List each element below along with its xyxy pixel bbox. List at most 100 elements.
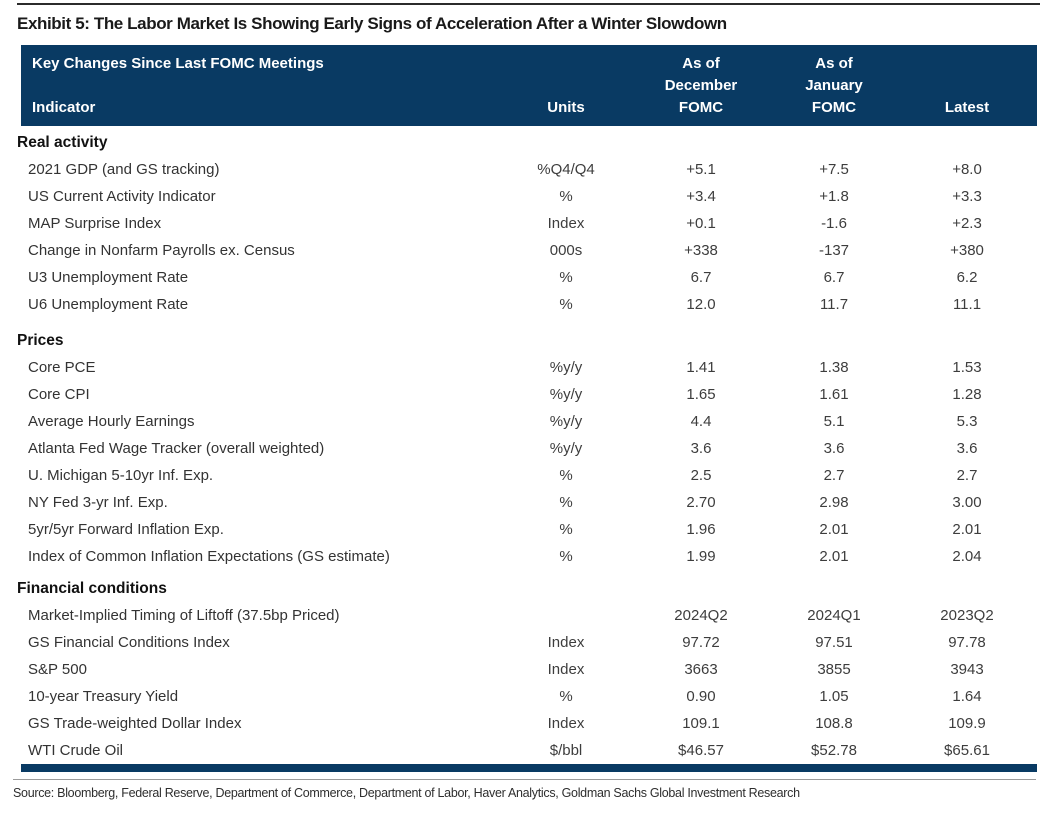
- cell-latest: 97.78: [948, 634, 986, 651]
- cell-units: %: [559, 521, 573, 538]
- table-header: Key Changes Since Last FOMC Meetings Ind…: [21, 45, 1037, 126]
- cell-indicator: MAP Surprise Index: [28, 215, 162, 232]
- top-rule: [17, 3, 1040, 5]
- cell-january: 97.51: [815, 634, 853, 651]
- cell-indicator: 2021 GDP (and GS tracking): [28, 161, 220, 178]
- cell-units: %: [559, 188, 573, 205]
- table-row: Average Hourly Earnings %y/y 4.4 5.1 5.3: [21, 408, 1037, 435]
- cell-january: $52.78: [811, 742, 857, 759]
- cell-january: 2.01: [819, 521, 849, 538]
- cell-latest: +8.0: [952, 161, 982, 178]
- section-header: Financial conditions: [17, 580, 167, 597]
- cell-december: 3663: [684, 661, 718, 678]
- exhibit-page: Exhibit 5: The Labor Market Is Showing E…: [0, 3, 1051, 814]
- cell-december: 12.0: [686, 296, 716, 313]
- cell-december: 97.72: [682, 634, 720, 651]
- section-header: Prices: [17, 332, 64, 349]
- cell-units: %Q4/Q4: [537, 161, 595, 178]
- fomc-key-changes-table: Key Changes Since Last FOMC Meetings Ind…: [17, 45, 1037, 772]
- cell-january: 6.7: [823, 269, 845, 286]
- table-row: 5yr/5yr Forward Inflation Exp.% 1.96 2.01 2…: [21, 516, 1037, 543]
- cell-units: Index: [547, 634, 585, 651]
- cell-january: 5.1: [823, 413, 845, 430]
- cell-december: 2.5: [690, 467, 712, 484]
- table-row: WTI Crude Oil $/bbl $46.57 $52.78 $65.61: [21, 737, 1037, 764]
- cell-december: 2.70: [686, 494, 716, 511]
- col-header-latest: Latest: [944, 99, 990, 116]
- cell-latest: 2.01: [952, 521, 982, 538]
- cell-january: +7.5: [819, 161, 849, 178]
- cell-december: 2024Q2: [674, 607, 728, 624]
- col-header-indicator: Indicator: [32, 99, 96, 116]
- cell-latest: 3.00: [952, 494, 982, 511]
- cell-units: %: [559, 467, 573, 484]
- cell-units: %: [559, 494, 573, 511]
- col-header-december-fomc: As of December FOMC: [664, 55, 738, 116]
- cell-december: 109.1: [682, 715, 720, 732]
- cell-latest: 109.9: [948, 715, 986, 732]
- cell-january: 11.7: [819, 296, 849, 313]
- header-cell-january: As of January FOMC: [771, 53, 897, 119]
- cell-units: %: [559, 688, 573, 705]
- cell-indicator: GS Trade-weighted Dollar Index: [28, 715, 242, 732]
- cell-december: 4.4: [690, 413, 712, 430]
- table-caption: Key Changes Since Last FOMC Meetings: [32, 55, 324, 72]
- cell-indicator: S&P 500: [28, 661, 87, 678]
- cell-latest: +3.3: [952, 188, 982, 205]
- cell-latest: 2.04: [952, 548, 982, 565]
- cell-december: 1.99: [686, 548, 716, 565]
- source-line: Source: Bloomberg, Federal Reserve, Depa…: [13, 786, 800, 800]
- table-body: Real activity 2021 GDP (and GS tracking)%…: [17, 126, 1037, 764]
- table-row: MAP Surprise Index Index +0.1 -1.6 +2.3: [21, 210, 1037, 237]
- cell-units: 000s: [549, 242, 583, 259]
- cell-indicator: Market-Implied Timing of Liftoff (37.5bp…: [28, 607, 340, 624]
- cell-units: %y/y: [549, 359, 583, 376]
- table-row: 10-year Treasury Yield% 0.90 1.05 1.64: [21, 683, 1037, 710]
- cell-units: $/bbl: [549, 742, 583, 759]
- table-row: U3 Unemployment Rate% 6.7 6.7 6.2: [21, 264, 1037, 291]
- cell-latest: 1.28: [952, 386, 982, 403]
- cell-indicator: 5yr/5yr Forward Inflation Exp.: [28, 521, 224, 538]
- cell-latest: +2.3: [952, 215, 982, 232]
- col-header-january-fomc: As of January FOMC: [805, 55, 863, 116]
- table-row: U. Michigan 5-10yr Inf. Exp.% 2.5 2.7 2.7: [21, 462, 1037, 489]
- cell-latest: $65.61: [944, 742, 990, 759]
- table-row: U6 Unemployment Rate% 12.0 11.7 11.1: [21, 291, 1037, 318]
- header-cell-latest: Latest: [897, 53, 1037, 119]
- cell-latest: 1.64: [952, 688, 982, 705]
- cell-january: 1.05: [819, 688, 849, 705]
- table-row: GS Trade-weighted Dollar Index Index 109.1…: [21, 710, 1037, 737]
- table-row: Market-Implied Timing of Liftoff (37.5bp…: [21, 602, 1037, 629]
- cell-december: 1.41: [686, 359, 716, 376]
- cell-december: 6.7: [690, 269, 712, 286]
- cell-latest: 6.2: [956, 269, 978, 286]
- cell-latest: 3943: [950, 661, 984, 678]
- cell-january: 3855: [817, 661, 851, 678]
- cell-latest: 2023Q2: [940, 607, 994, 624]
- cell-indicator: GS Financial Conditions Index: [28, 634, 230, 651]
- table-row: Core PCE %y/y 1.41 1.38 1.53: [21, 354, 1037, 381]
- table-row: Core CPI %y/y 1.65 1.61 1.28: [21, 381, 1037, 408]
- exhibit-title: Exhibit 5: The Labor Market Is Showing E…: [17, 14, 727, 33]
- cell-january: -1.6: [821, 215, 847, 232]
- cell-units: Index: [547, 215, 585, 232]
- col-header-units: Units: [547, 99, 585, 116]
- table-row: S&P 500 Index 3663 3855 3943: [21, 656, 1037, 683]
- cell-units: %: [559, 269, 573, 286]
- cell-december: 1.65: [686, 386, 716, 403]
- cell-indicator: Core PCE: [28, 359, 96, 376]
- footer-rule: [13, 779, 1036, 780]
- cell-indicator: Atlanta Fed Wage Tracker (overall weight…: [28, 440, 325, 457]
- cell-latest: 2.7: [956, 467, 978, 484]
- cell-indicator: Average Hourly Earnings: [28, 413, 195, 430]
- cell-indicator: 10-year Treasury Yield: [28, 688, 179, 705]
- cell-units: Index: [547, 715, 585, 732]
- cell-units: Index: [547, 661, 585, 678]
- cell-january: 1.38: [819, 359, 849, 376]
- table-row: US Current Activity Indicator% +3.4 +1.8 +3…: [21, 183, 1037, 210]
- header-cell-indicator: Key Changes Since Last FOMC Meetings Ind…: [21, 53, 501, 119]
- cell-latest: 11.1: [952, 296, 982, 313]
- cell-january: 2.98: [819, 494, 849, 511]
- cell-january: 1.61: [819, 386, 849, 403]
- cell-latest: 3.6: [956, 440, 978, 457]
